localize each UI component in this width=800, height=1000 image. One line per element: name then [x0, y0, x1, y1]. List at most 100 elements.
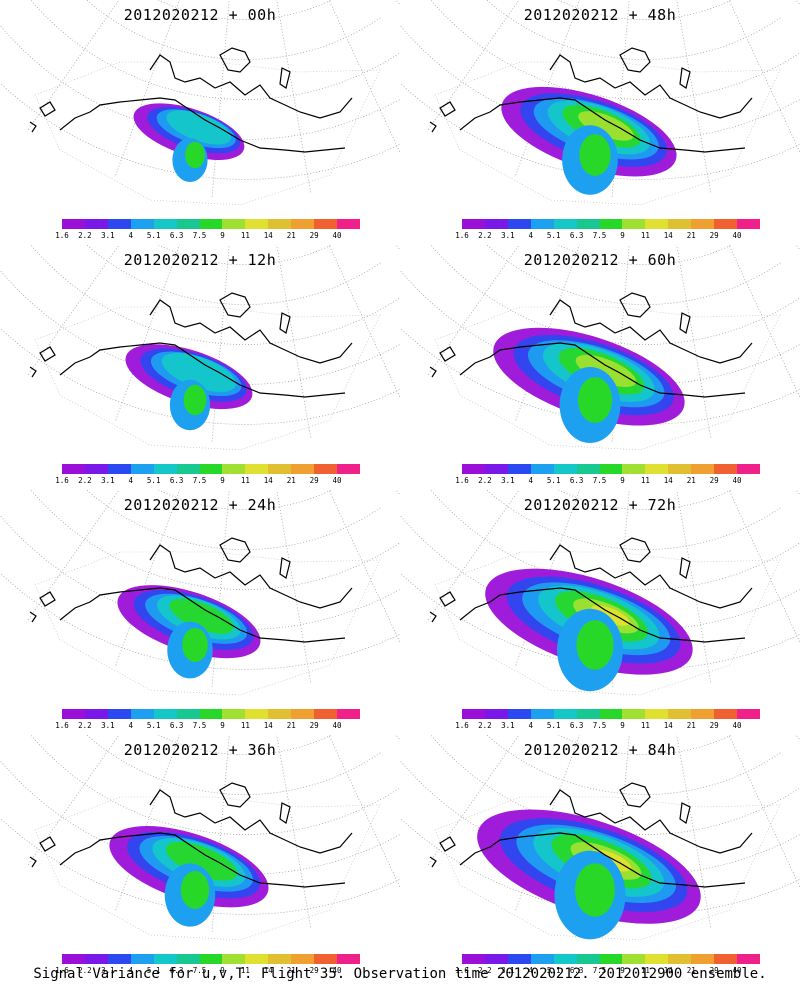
coastline-island-2	[279, 557, 291, 579]
meridian-5	[514, 0, 580, 178]
colorbar-label: 21	[286, 231, 296, 240]
coastline-island-3	[39, 591, 56, 607]
meridian-6	[26, 0, 120, 132]
variance-lobe-south-inner	[576, 620, 614, 670]
map	[0, 245, 400, 451]
colorbar-swatch	[737, 954, 760, 964]
colorbar-swatch	[668, 954, 692, 964]
colorbar-swatch	[199, 219, 223, 229]
meridian-3	[276, 490, 312, 685]
colorbar-label: 9	[620, 966, 625, 975]
variance-field	[485, 568, 693, 692]
colorbar-label: 5.1	[146, 231, 161, 240]
colorbar-label: 1.6	[455, 721, 469, 730]
forecast-panel: 2012020212 + 84h 1.6 2.2 3.1 4 5.1 6.3 7.5 9 11 14…	[400, 735, 800, 980]
colorbar-label: 6.3	[569, 231, 584, 240]
colorbar-label: 11	[240, 966, 250, 975]
meridian-2	[728, 735, 800, 889]
colorbar-label: 29	[709, 721, 719, 730]
colorbar-swatch	[222, 464, 246, 474]
forecast-panel: 2012020212 + 36h 1.6 2.2 3.1 4 5.1 6.3 7.5 9 11 14…	[0, 735, 400, 980]
colorbar-swatch	[222, 954, 246, 964]
coastline-arctic	[549, 789, 753, 854]
latitude-circle-1	[486, 245, 782, 305]
colorbar-label: 1.6	[55, 721, 69, 730]
colorbar-label: 29	[309, 231, 319, 240]
domain-outline	[434, 796, 781, 941]
colorbar-swatch	[576, 464, 600, 474]
variance-contour-4	[165, 841, 238, 881]
colorbar-label: 2.2	[478, 721, 492, 730]
colorbar-label: 29	[309, 721, 319, 730]
colorbar-label: 40	[332, 476, 342, 485]
colorbar	[462, 954, 760, 964]
colorbar-swatch	[130, 219, 154, 229]
variance-lobe-south-inner	[577, 377, 613, 423]
latitude-circle-1	[86, 490, 382, 550]
figure-caption: Signal Variance for u,v,T. Flight 35. Ob…	[33, 966, 767, 982]
domain-outline	[34, 551, 381, 696]
colorbar-swatch	[314, 464, 338, 474]
colorbar-label: 3.1	[101, 476, 115, 485]
latitude-circle-0	[157, 0, 333, 20]
colorbar-label: 2.2	[78, 721, 92, 730]
meridian-6	[26, 490, 120, 622]
colorbar-label: 29	[709, 231, 719, 240]
coastlines	[429, 47, 753, 153]
colorbar-swatch	[484, 219, 508, 229]
map	[400, 735, 800, 941]
forecast-panel: 2012020212 + 12h 1.6 2.2 3.1 4 5.1 6.3 7.5 9 11 14…	[0, 245, 400, 490]
colorbar-label: 1.6	[55, 966, 69, 975]
panel-title: 2012020212 + 24h	[123, 496, 277, 514]
colorbar-swatch	[530, 464, 554, 474]
latitude-circle-0	[157, 245, 333, 265]
colorbar	[62, 464, 360, 474]
colorbar-swatch	[245, 464, 269, 474]
colorbar-swatch	[291, 464, 315, 474]
colorbar-swatch	[714, 709, 738, 719]
meridian-3	[276, 245, 312, 440]
coastline-island-4	[429, 121, 437, 133]
colorbar-label: 7.5	[592, 476, 607, 485]
coastlines	[429, 292, 753, 398]
colorbar-swatch	[130, 709, 154, 719]
colorbar-label: 5.1	[146, 721, 161, 730]
colorbar-label: 9	[220, 721, 225, 730]
colorbar-label: 29	[309, 966, 319, 975]
colorbar-label: 29	[309, 476, 319, 485]
colorbar-label: 21	[286, 966, 296, 975]
colorbar-label: 11	[640, 476, 650, 485]
coastlines	[429, 782, 753, 888]
colorbar-swatch	[337, 709, 360, 719]
coastline-island-2	[679, 312, 691, 334]
colorbar-labels: 1.6 2.2 3.1 4 5.1 6.3 7.5 9 11 14 21 29 40	[455, 966, 760, 976]
coastline-island-3	[39, 101, 56, 117]
coastline-island-4	[429, 366, 437, 378]
colorbar-label: 40	[732, 231, 742, 240]
colorbar-label: 5.1	[546, 231, 561, 240]
forecast-panel: 2012020212 + 60h 1.6 2.2 3.1 4 5.1 6.3 7.5 9 11 14…	[400, 245, 800, 490]
colorbar-label: 5.1	[146, 966, 161, 975]
colorbar-label: 2.2	[78, 476, 92, 485]
colorbar-swatch	[668, 464, 692, 474]
meridian-6	[26, 735, 120, 867]
coastline-island-4	[29, 856, 37, 868]
colorbar-label: 21	[686, 966, 696, 975]
colorbar-labels: 1.6 2.2 3.1 4 5.1 6.3 7.5 9 11 14 21 29 40	[455, 721, 760, 731]
forecast-panel: 2012020212 + 48h 1.6 2.2 3.1 4 5.1 6.3 7.5 9 11 14…	[400, 0, 800, 245]
meridian-5	[114, 0, 180, 178]
colorbar-swatch	[337, 219, 360, 229]
colorbar	[462, 709, 760, 719]
colorbar-label: 2.2	[78, 231, 92, 240]
variance-field	[117, 585, 261, 679]
colorbar-swatch	[691, 219, 715, 229]
colorbar-swatch	[130, 464, 154, 474]
coastline-island-2	[279, 67, 291, 89]
colorbar-label: 4	[528, 231, 534, 240]
colorbar-swatch	[222, 709, 246, 719]
colorbar-label: 40	[332, 966, 342, 975]
colorbar-swatch	[645, 219, 669, 229]
coastline-island-3	[439, 836, 456, 852]
latitude-circle-0	[557, 0, 733, 20]
colorbar-swatch	[645, 954, 669, 964]
